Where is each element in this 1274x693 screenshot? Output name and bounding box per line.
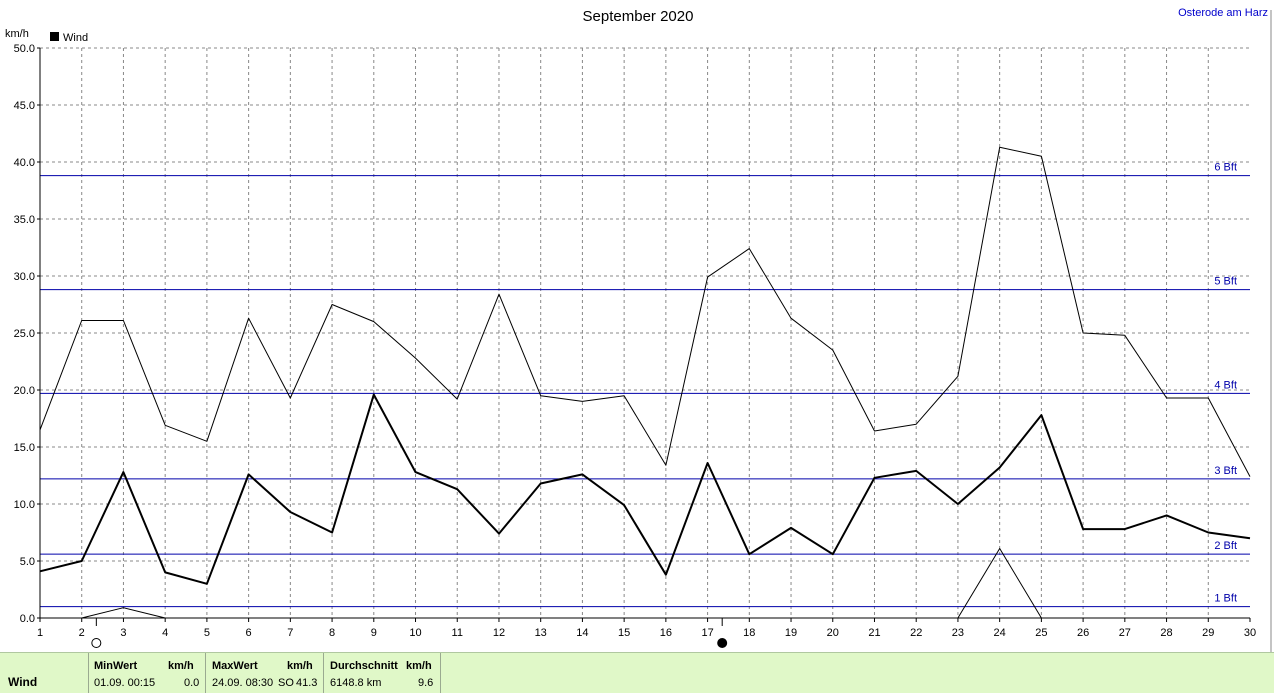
x-tick-label: 23 [952, 627, 964, 639]
grid [40, 47, 1250, 618]
max-unit: km/h [287, 660, 313, 672]
max-direction: SO [278, 677, 294, 689]
footer-divider [323, 653, 324, 693]
max-value: 41.3 [296, 677, 318, 689]
max-header: MaxWert [212, 660, 258, 672]
min-header: MinWert [94, 660, 138, 672]
y-tick-label: 0.0 [20, 613, 35, 625]
moon-full-icon [91, 638, 102, 648]
x-tick-label: 1 [37, 627, 43, 639]
x-tick-label: 7 [287, 627, 293, 639]
series-line-1 [39, 146, 1251, 477]
x-tick-label: 27 [1119, 627, 1131, 639]
footer-row-label: Wind [8, 675, 38, 689]
x-tick-label: 17 [701, 627, 713, 639]
avg-distance: 6148.8 km [330, 677, 382, 689]
x-tick-label: 5 [204, 627, 210, 639]
y-tick-label: 15.0 [14, 442, 35, 454]
x-tick-label: 25 [1035, 627, 1047, 639]
y-tick-label: 45.0 [14, 100, 35, 112]
series-group [39, 146, 1251, 619]
y-axis-unit: km/h [5, 28, 29, 40]
footer-divider [440, 653, 441, 693]
x-tick-label: 6 [246, 627, 252, 639]
x-tick-label: 26 [1077, 627, 1089, 639]
x-tick-label: 19 [785, 627, 797, 639]
avg-header: Durchschnitt [330, 660, 398, 672]
y-tick-label: 50.0 [14, 43, 35, 55]
stats-footer: Wind MinWert km/h 01.09. 00:15 0.0 MaxWe… [0, 652, 1274, 693]
moon-new-icon [717, 638, 728, 648]
y-tick-label: 40.0 [14, 157, 35, 169]
y-tick-label: 20.0 [14, 385, 35, 397]
x-tick-label: 3 [120, 627, 126, 639]
beaufort-label: 5 Bft [1214, 276, 1237, 288]
x-tick-label: 14 [576, 627, 588, 639]
legend: Wind [50, 32, 88, 44]
x-tick-label: 29 [1202, 627, 1214, 639]
y-tick-label: 5.0 [20, 556, 35, 568]
x-tick-label: 15 [618, 627, 630, 639]
series-line-0 [39, 393, 1251, 585]
chart-title: September 2020 [583, 8, 694, 25]
beaufort-label: 4 Bft [1214, 379, 1237, 391]
x-tick-label: 16 [660, 627, 672, 639]
min-value: 0.0 [184, 677, 200, 689]
x-tick-label: 8 [329, 627, 335, 639]
max-datetime: 24.09. 08:30 [212, 677, 274, 689]
x-tick-label: 13 [535, 627, 547, 639]
y-tick-label: 35.0 [14, 214, 35, 226]
min-datetime: 01.09. 00:15 [94, 677, 156, 689]
x-tick-label: 9 [371, 627, 377, 639]
x-tick-label: 24 [994, 627, 1006, 639]
x-tick-label: 11 [452, 627, 463, 639]
y-tick-label: 30.0 [14, 271, 35, 283]
min-unit: km/h [168, 660, 194, 672]
y-tick-label: 25.0 [14, 328, 35, 340]
beaufort-label: 2 Bft [1214, 540, 1237, 552]
x-tick-label: 28 [1160, 627, 1172, 639]
avg-value: 9.6 [418, 677, 434, 689]
x-tick-label: 22 [910, 627, 922, 639]
y-tick-label: 10.0 [14, 499, 35, 511]
x-tick-label: 20 [827, 627, 839, 639]
x-tick-label: 2 [79, 627, 85, 639]
legend-label-wind: Wind [63, 32, 88, 44]
station-name: Osterode am Harz [1178, 7, 1268, 19]
x-tick-label: 10 [409, 627, 421, 639]
x-tick-label: 21 [868, 627, 880, 639]
footer-divider [205, 653, 206, 693]
beaufort-lines: 1 Bft 2 Bft 3 Bft 4 Bft 5 Bft 6 Bft [40, 162, 1250, 608]
beaufort-label: 6 Bft [1214, 162, 1237, 174]
axes: 0.0 5.0 10.0 15.0 20.0 25.0 30.0 35.0 40.0 45.0 50… [14, 43, 1257, 639]
wind-chart: September 2020 Osterode am Harz km/h Win… [5, 7, 1272, 652]
x-tick-label: 4 [162, 627, 168, 639]
footer-divider [88, 653, 89, 693]
x-tick-label: 18 [743, 627, 755, 639]
beaufort-label: 1 Bft [1214, 593, 1237, 605]
avg-unit: km/h [406, 660, 432, 672]
legend-swatch-wind [50, 32, 59, 41]
moon-markers [91, 618, 728, 648]
x-tick-label: 30 [1244, 627, 1256, 639]
x-tick-label: 12 [493, 627, 505, 639]
beaufort-label: 3 Bft [1214, 465, 1237, 477]
series-line-2 [81, 607, 166, 619]
series-line-3 [957, 548, 1042, 619]
